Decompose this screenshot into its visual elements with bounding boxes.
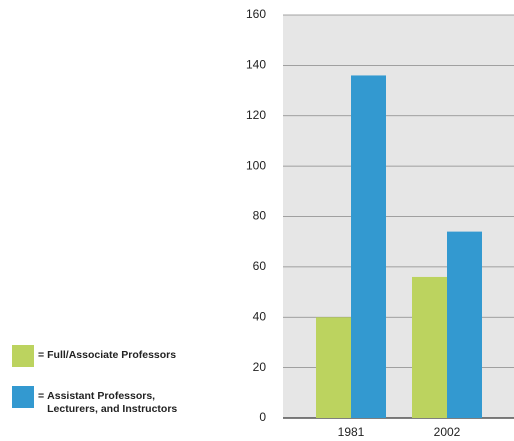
legend-prefix: = [38,390,45,402]
y-tick-label: 140 [246,58,266,72]
x-tick-label: 1981 [338,425,365,439]
legend-text: = Assistant Professors, Lecturers, and In… [38,386,182,416]
bar [412,276,447,418]
y-tick-label: 40 [253,309,267,323]
legend-swatch [12,386,34,408]
legend-label: Full/Associate Professors [47,349,177,361]
y-tick-label: 60 [253,259,267,273]
legend-prefix: = [38,349,45,361]
y-tick-label: 160 [246,7,266,21]
x-tick-label: 2002 [434,425,461,439]
legend-label: Assistant Professors, Lecturers, and Ins… [47,390,178,415]
y-tick-label: 0 [259,410,266,424]
legend-item: = Assistant Professors, Lecturers, and In… [12,386,182,416]
legend-swatch [12,345,34,367]
y-tick-label: 80 [253,209,267,223]
bar [447,231,482,418]
y-tick-label: 120 [246,108,266,122]
bar [351,75,386,418]
y-tick-label: 20 [253,360,267,374]
legend-item: = Full/Associate Professors [12,345,182,367]
bar [316,317,351,418]
legend-text: = Full/Associate Professors [38,345,182,362]
y-tick-label: 100 [246,158,266,172]
